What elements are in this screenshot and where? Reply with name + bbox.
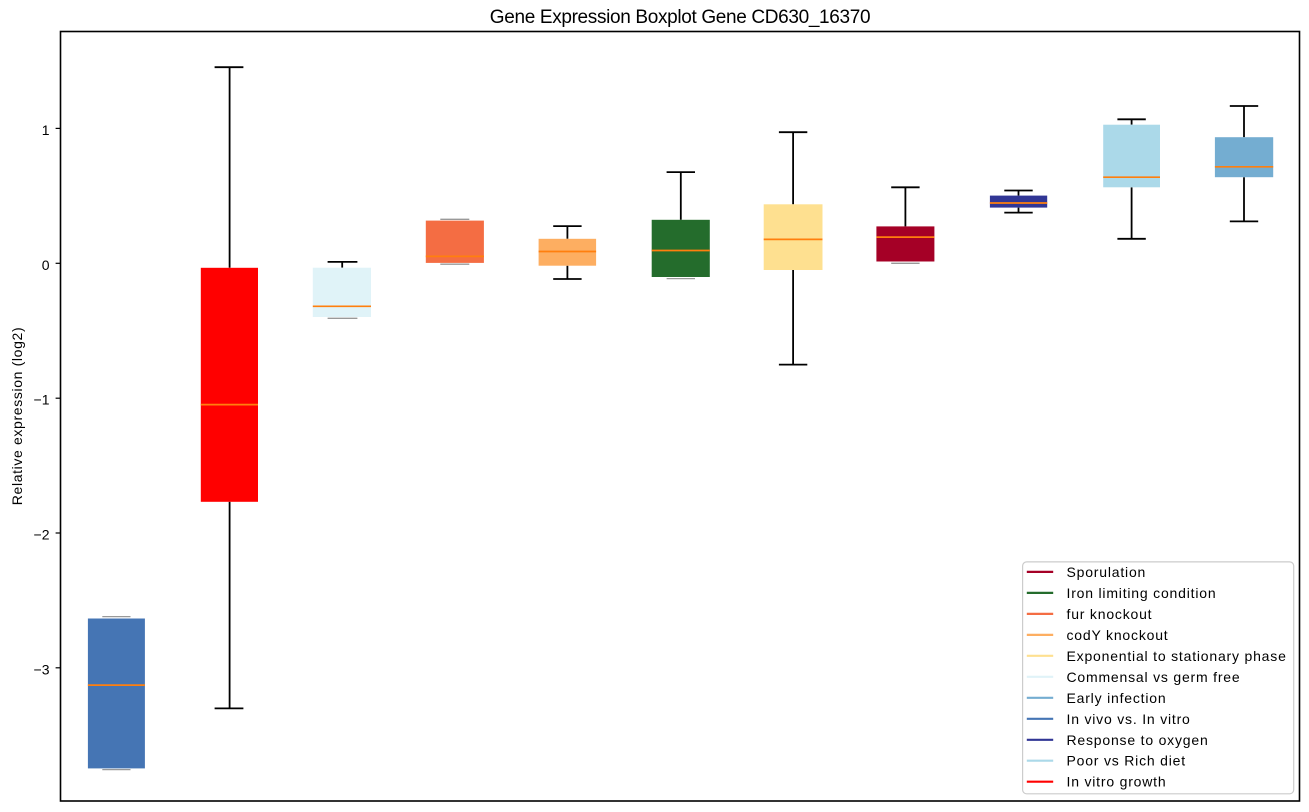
- svg-text:−2: −2: [34, 527, 50, 543]
- svg-text:In vivo vs. In vitro: In vivo vs. In vitro: [1067, 711, 1191, 727]
- svg-text:codY knockout: codY knockout: [1067, 627, 1169, 643]
- svg-text:In vitro growth: In vitro growth: [1067, 774, 1167, 790]
- svg-text:Poor vs Rich diet: Poor vs Rich diet: [1067, 753, 1186, 769]
- svg-text:Exponential to stationary phas: Exponential to stationary phase: [1067, 648, 1287, 664]
- svg-text:Early infection: Early infection: [1067, 690, 1167, 706]
- svg-text:Iron limiting condition: Iron limiting condition: [1067, 585, 1217, 601]
- svg-text:Relative expression (log2): Relative expression (log2): [9, 327, 25, 506]
- svg-text:1: 1: [42, 122, 50, 138]
- svg-text:Gene Expression Boxplot Gene C: Gene Expression Boxplot Gene CD630_16370: [490, 7, 870, 28]
- svg-text:0: 0: [42, 257, 50, 273]
- svg-text:fur knockout: fur knockout: [1067, 606, 1153, 622]
- svg-text:Response to oxygen: Response to oxygen: [1067, 732, 1209, 748]
- svg-text:Sporulation: Sporulation: [1067, 564, 1147, 580]
- svg-text:−1: −1: [34, 392, 50, 408]
- svg-text:Commensal vs germ free: Commensal vs germ free: [1067, 669, 1241, 685]
- svg-text:−3: −3: [34, 661, 50, 677]
